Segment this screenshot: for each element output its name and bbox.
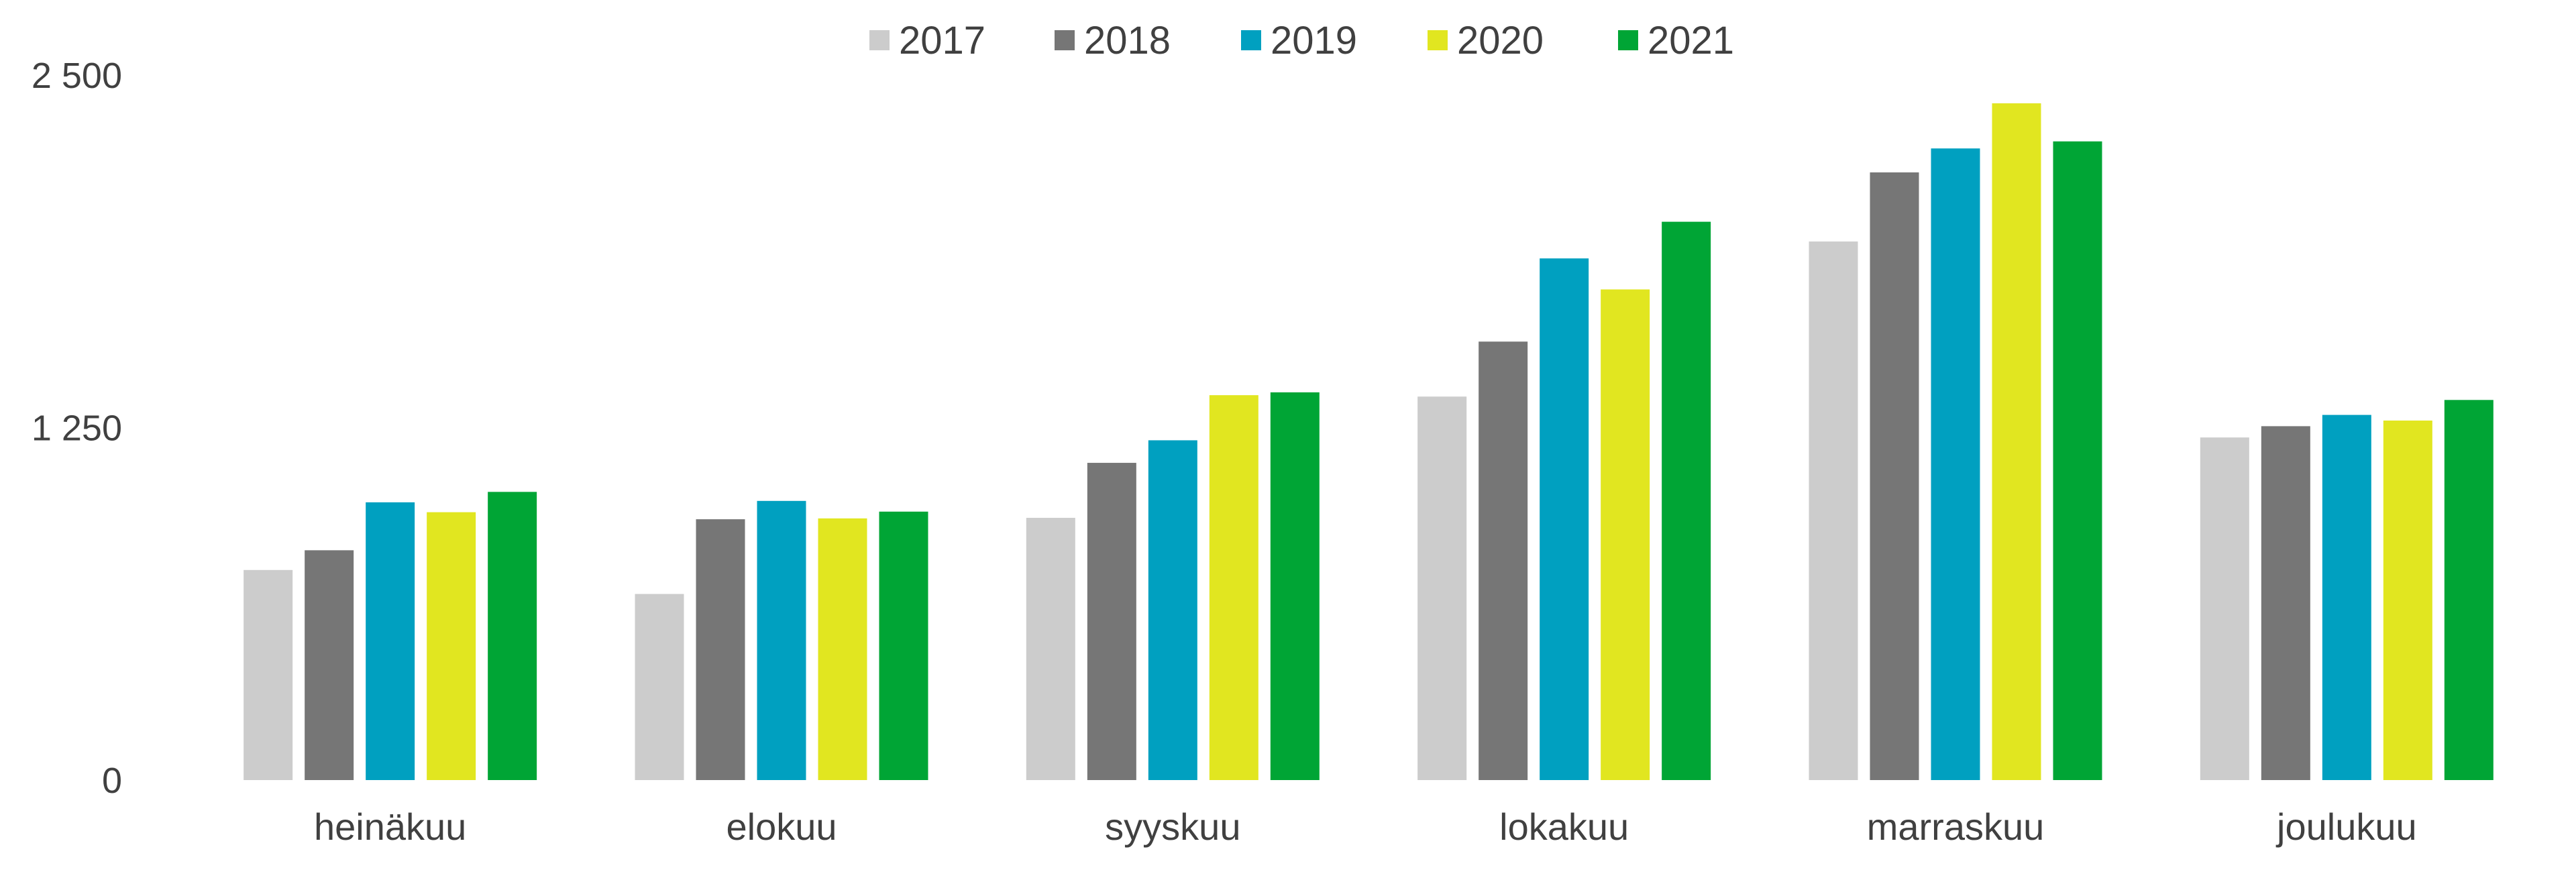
bar-2021-syyskuu: [1270, 392, 1320, 780]
legend-swatch-2020: [1428, 30, 1448, 50]
x-category-label: elokuu: [726, 806, 837, 848]
bar-2018-lokakuu: [1479, 341, 1528, 780]
bar-2017-lokakuu: [1417, 396, 1467, 780]
legend-swatch-2018: [1055, 30, 1075, 50]
y-tick-label: 2 500: [32, 56, 122, 96]
legend-swatch-2019: [1241, 30, 1261, 50]
plot-area: [244, 103, 2493, 781]
bar-2018-heinäkuu: [305, 550, 354, 780]
bar-2020-elokuu: [818, 518, 867, 780]
legend-label: 2018: [1084, 19, 1171, 62]
x-category-label: lokakuu: [1499, 806, 1629, 848]
bar-2017-heinäkuu: [244, 569, 293, 780]
bar-2019-marraskuu: [1931, 148, 1980, 780]
y-axis: 0 1 250 2 500: [32, 56, 122, 801]
bar-2019-heinäkuu: [366, 502, 415, 780]
bar-2020-marraskuu: [1992, 103, 2041, 781]
legend: 2017 2018 2019 2020 2021: [869, 19, 1734, 62]
x-category-label: heinäkuu: [314, 806, 466, 848]
bar-2017-marraskuu: [1809, 241, 1858, 780]
legend-swatch-2017: [869, 30, 890, 50]
bar-2018-marraskuu: [1870, 172, 1919, 781]
bar-2017-syyskuu: [1026, 518, 1075, 780]
bar-2019-syyskuu: [1148, 440, 1197, 780]
bar-2020-syyskuu: [1209, 395, 1258, 780]
bar-2019-joulukuu: [2322, 415, 2371, 780]
legend-label: 2017: [899, 19, 985, 62]
x-axis: heinäkuu elokuu syyskuu lokakuu marraskuu jou…: [314, 806, 2417, 848]
x-category-label: marraskuu: [1867, 806, 2045, 848]
legend-label: 2021: [1648, 19, 1734, 62]
bar-2020-heinäkuu: [427, 512, 476, 780]
bar-2017-elokuu: [635, 594, 684, 780]
legend-label: 2019: [1271, 19, 1357, 62]
legend-label: 2020: [1457, 19, 1544, 62]
bar-2020-joulukuu: [2383, 420, 2432, 780]
bar-2021-lokakuu: [1662, 221, 1711, 780]
bar-2018-elokuu: [696, 519, 745, 780]
x-category-label: joulukuu: [2275, 806, 2417, 848]
y-tick-label: 0: [102, 761, 122, 801]
bar-2019-lokakuu: [1540, 258, 1589, 780]
bar-2021-marraskuu: [2053, 141, 2102, 780]
bar-2018-syyskuu: [1087, 463, 1136, 780]
bar-2017-joulukuu: [2200, 437, 2249, 780]
legend-swatch-2021: [1618, 30, 1638, 50]
bar-2021-elokuu: [879, 511, 928, 780]
bar-2020-lokakuu: [1601, 289, 1650, 780]
bar-2021-joulukuu: [2444, 400, 2493, 780]
y-tick-label: 1 250: [32, 408, 122, 449]
bar-2018-joulukuu: [2261, 426, 2310, 780]
bar-2019-elokuu: [757, 500, 806, 780]
bar-2021-heinäkuu: [488, 492, 537, 780]
x-category-label: syyskuu: [1105, 806, 1240, 848]
